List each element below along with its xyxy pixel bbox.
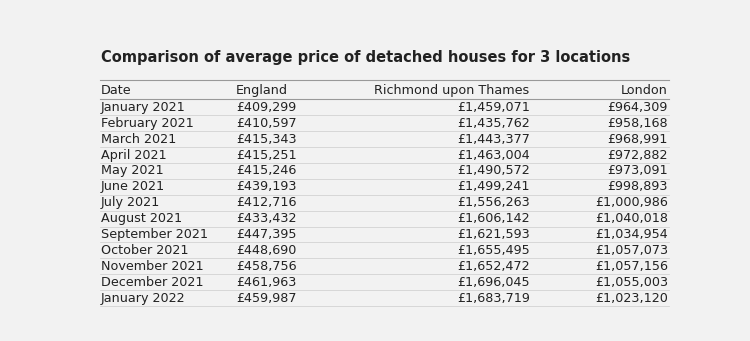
Text: England: England [236,84,288,97]
Text: Comparison of average price of detached houses for 3 locations: Comparison of average price of detached … [100,50,630,65]
Text: £1,034,954: £1,034,954 [596,228,668,241]
Text: £448,690: £448,690 [236,244,296,257]
Text: £458,756: £458,756 [236,260,297,273]
Text: March 2021: March 2021 [100,133,176,146]
Text: £1,490,572: £1,490,572 [457,164,530,177]
Text: £439,193: £439,193 [236,180,297,193]
Text: £1,443,377: £1,443,377 [457,133,530,146]
Text: £972,882: £972,882 [608,149,668,162]
Text: £1,696,045: £1,696,045 [457,276,530,288]
Text: £1,683,719: £1,683,719 [457,292,530,305]
Text: £1,435,762: £1,435,762 [457,117,530,130]
Text: January 2022: January 2022 [100,292,185,305]
Text: Date: Date [100,84,131,97]
Text: Richmond upon Thames: Richmond upon Thames [374,84,530,97]
Text: £1,040,018: £1,040,018 [595,212,668,225]
Text: £459,987: £459,987 [236,292,297,305]
Text: £1,055,003: £1,055,003 [595,276,668,288]
Text: London: London [621,84,668,97]
Text: £1,000,986: £1,000,986 [596,196,668,209]
Text: £415,343: £415,343 [236,133,297,146]
Text: £1,463,004: £1,463,004 [457,149,530,162]
Text: May 2021: May 2021 [100,164,164,177]
Text: £415,246: £415,246 [236,164,296,177]
Text: £1,655,495: £1,655,495 [457,244,530,257]
Text: £1,057,156: £1,057,156 [595,260,668,273]
Text: December 2021: December 2021 [100,276,203,288]
Text: £998,893: £998,893 [608,180,668,193]
Text: £1,459,071: £1,459,071 [457,101,530,114]
Text: £447,395: £447,395 [236,228,297,241]
Text: £1,023,120: £1,023,120 [596,292,668,305]
Text: August 2021: August 2021 [100,212,182,225]
Text: £968,991: £968,991 [608,133,668,146]
Text: £973,091: £973,091 [608,164,668,177]
Text: July 2021: July 2021 [100,196,160,209]
Text: October 2021: October 2021 [100,244,188,257]
Text: June 2021: June 2021 [100,180,165,193]
Text: September 2021: September 2021 [100,228,208,241]
Text: £958,168: £958,168 [608,117,668,130]
Text: £461,963: £461,963 [236,276,296,288]
Text: £1,652,472: £1,652,472 [457,260,530,273]
Text: April 2021: April 2021 [100,149,166,162]
Text: £1,499,241: £1,499,241 [458,180,530,193]
Text: £1,621,593: £1,621,593 [457,228,530,241]
Text: £409,299: £409,299 [236,101,296,114]
Text: January 2021: January 2021 [100,101,185,114]
Text: November 2021: November 2021 [100,260,203,273]
Text: £410,597: £410,597 [236,117,297,130]
Text: £433,432: £433,432 [236,212,297,225]
Text: £1,556,263: £1,556,263 [457,196,530,209]
Text: £1,606,142: £1,606,142 [457,212,530,225]
Text: February 2021: February 2021 [100,117,194,130]
Text: £412,716: £412,716 [236,196,297,209]
Text: £415,251: £415,251 [236,149,297,162]
Text: £964,309: £964,309 [608,101,668,114]
Text: £1,057,073: £1,057,073 [595,244,668,257]
